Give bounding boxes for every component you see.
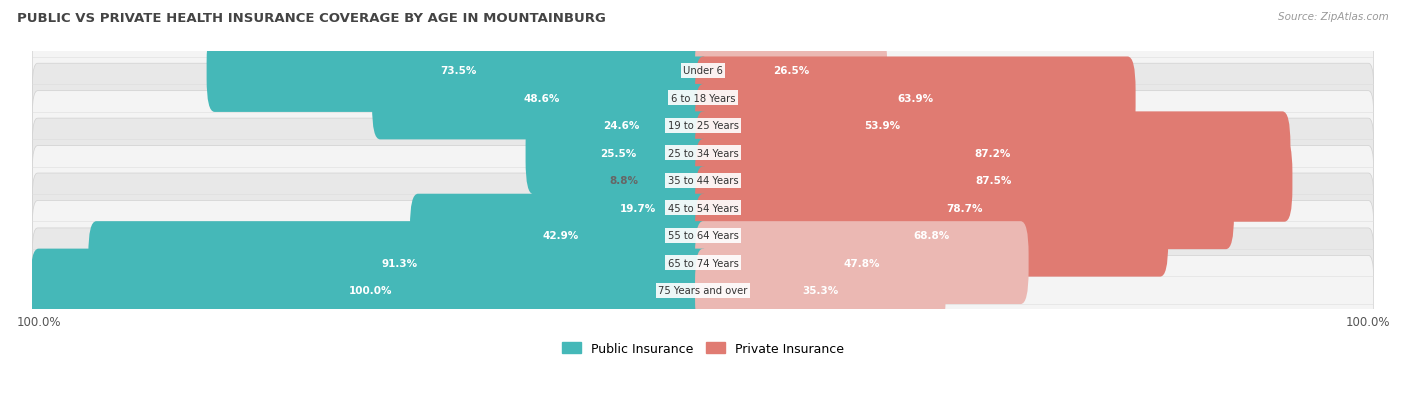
- FancyBboxPatch shape: [32, 37, 1374, 106]
- FancyBboxPatch shape: [695, 112, 1291, 195]
- FancyBboxPatch shape: [32, 256, 1374, 325]
- FancyBboxPatch shape: [32, 91, 1374, 161]
- FancyBboxPatch shape: [695, 30, 887, 113]
- FancyBboxPatch shape: [695, 222, 1029, 304]
- FancyBboxPatch shape: [373, 57, 711, 140]
- Text: 53.9%: 53.9%: [865, 121, 900, 131]
- Text: 48.6%: 48.6%: [523, 94, 560, 104]
- FancyBboxPatch shape: [32, 146, 1374, 216]
- FancyBboxPatch shape: [695, 140, 1292, 222]
- Text: 68.8%: 68.8%: [914, 230, 949, 241]
- Text: 55 to 64 Years: 55 to 64 Years: [668, 230, 738, 241]
- Text: 24.6%: 24.6%: [603, 121, 640, 131]
- Text: 19 to 25 Years: 19 to 25 Years: [668, 121, 738, 131]
- FancyBboxPatch shape: [89, 222, 711, 304]
- FancyBboxPatch shape: [695, 167, 1234, 249]
- FancyBboxPatch shape: [32, 173, 1374, 243]
- Text: 42.9%: 42.9%: [543, 230, 579, 241]
- FancyBboxPatch shape: [31, 249, 711, 332]
- FancyBboxPatch shape: [695, 85, 1069, 167]
- Text: 35.3%: 35.3%: [803, 285, 838, 295]
- Text: Under 6: Under 6: [683, 66, 723, 76]
- Text: 63.9%: 63.9%: [897, 94, 934, 104]
- FancyBboxPatch shape: [695, 249, 946, 332]
- Text: Source: ZipAtlas.com: Source: ZipAtlas.com: [1278, 12, 1389, 22]
- Text: 45 to 54 Years: 45 to 54 Years: [668, 203, 738, 213]
- Text: 100.0%: 100.0%: [349, 285, 392, 295]
- FancyBboxPatch shape: [32, 119, 1374, 188]
- FancyBboxPatch shape: [637, 140, 711, 222]
- Text: 26.5%: 26.5%: [773, 66, 810, 76]
- Text: 65 to 74 Years: 65 to 74 Years: [668, 258, 738, 268]
- Text: 35 to 44 Years: 35 to 44 Years: [668, 176, 738, 186]
- FancyBboxPatch shape: [32, 64, 1374, 133]
- Text: 78.7%: 78.7%: [946, 203, 983, 213]
- Text: 75 Years and over: 75 Years and over: [658, 285, 748, 295]
- Text: 73.5%: 73.5%: [440, 66, 477, 76]
- Text: PUBLIC VS PRIVATE HEALTH INSURANCE COVERAGE BY AGE IN MOUNTAINBURG: PUBLIC VS PRIVATE HEALTH INSURANCE COVER…: [17, 12, 606, 25]
- Text: 47.8%: 47.8%: [844, 258, 880, 268]
- Text: 91.3%: 91.3%: [381, 258, 418, 268]
- FancyBboxPatch shape: [564, 167, 711, 249]
- FancyBboxPatch shape: [32, 228, 1374, 298]
- FancyBboxPatch shape: [411, 194, 711, 277]
- Text: 87.2%: 87.2%: [974, 148, 1011, 159]
- FancyBboxPatch shape: [32, 201, 1374, 270]
- Text: 25.5%: 25.5%: [600, 148, 637, 159]
- Text: 25 to 34 Years: 25 to 34 Years: [668, 148, 738, 159]
- FancyBboxPatch shape: [695, 194, 1168, 277]
- FancyBboxPatch shape: [695, 57, 1136, 140]
- Legend: Public Insurance, Private Insurance: Public Insurance, Private Insurance: [557, 337, 849, 360]
- FancyBboxPatch shape: [526, 112, 711, 195]
- FancyBboxPatch shape: [531, 85, 711, 167]
- Text: 19.7%: 19.7%: [620, 203, 655, 213]
- FancyBboxPatch shape: [207, 30, 711, 113]
- Text: 87.5%: 87.5%: [976, 176, 1012, 186]
- Text: 6 to 18 Years: 6 to 18 Years: [671, 94, 735, 104]
- Text: 8.8%: 8.8%: [609, 176, 638, 186]
